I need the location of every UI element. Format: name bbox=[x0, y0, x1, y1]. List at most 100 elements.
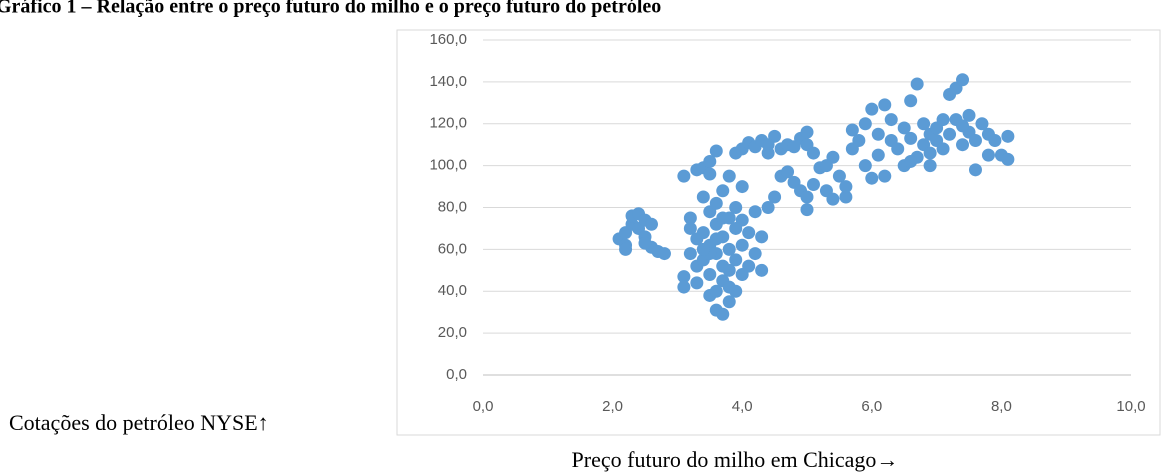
point bbox=[722, 295, 736, 309]
point bbox=[962, 108, 976, 122]
point bbox=[716, 184, 730, 198]
point bbox=[988, 134, 1002, 147]
point bbox=[722, 169, 736, 183]
y-tick-label: 60,0 bbox=[438, 240, 467, 257]
y-tick-label: 160,0 bbox=[429, 31, 467, 48]
point bbox=[1001, 152, 1015, 166]
point bbox=[696, 190, 710, 204]
point bbox=[800, 190, 814, 204]
x-tick-label: 6,0 bbox=[861, 398, 882, 415]
point bbox=[839, 180, 853, 194]
point bbox=[768, 190, 782, 204]
point bbox=[677, 280, 691, 294]
point bbox=[800, 125, 814, 139]
point bbox=[781, 165, 795, 179]
point bbox=[865, 102, 879, 116]
point bbox=[638, 236, 652, 250]
point bbox=[755, 263, 769, 277]
y-tick-label: 40,0 bbox=[438, 282, 467, 299]
point bbox=[742, 259, 756, 273]
point bbox=[722, 263, 736, 277]
point bbox=[644, 217, 658, 231]
point bbox=[709, 284, 723, 298]
point bbox=[904, 154, 918, 168]
point bbox=[819, 159, 833, 173]
point bbox=[761, 201, 775, 214]
point bbox=[839, 190, 853, 204]
point bbox=[917, 117, 931, 131]
point bbox=[709, 144, 723, 158]
point bbox=[936, 142, 950, 156]
point bbox=[878, 169, 892, 183]
x-tick-label: 0,0 bbox=[473, 398, 494, 415]
point bbox=[709, 196, 723, 210]
y-tick-label: 80,0 bbox=[438, 198, 467, 215]
point bbox=[865, 171, 879, 185]
point bbox=[968, 134, 982, 147]
point bbox=[683, 247, 697, 261]
point bbox=[703, 167, 717, 181]
x-tick-label: 2,0 bbox=[602, 398, 623, 415]
point bbox=[852, 134, 866, 147]
point bbox=[845, 123, 859, 137]
point bbox=[696, 226, 710, 240]
point bbox=[923, 146, 937, 160]
point bbox=[735, 238, 749, 252]
point bbox=[975, 117, 989, 131]
point bbox=[742, 226, 756, 240]
point bbox=[735, 213, 749, 227]
point bbox=[703, 154, 717, 168]
point bbox=[619, 242, 633, 256]
point bbox=[897, 121, 911, 135]
y-tick-label: 100,0 bbox=[429, 157, 467, 174]
point bbox=[943, 127, 957, 141]
point bbox=[657, 247, 671, 261]
point bbox=[956, 138, 970, 152]
point bbox=[858, 159, 872, 173]
x-tick-label: 8,0 bbox=[991, 398, 1012, 415]
y-axis-label: Cotações do petróleo NYSE↑ bbox=[9, 410, 269, 435]
point bbox=[722, 242, 736, 256]
point bbox=[690, 276, 704, 290]
point bbox=[871, 127, 885, 141]
point bbox=[806, 146, 820, 160]
point bbox=[755, 230, 769, 244]
y-tick-label: 140,0 bbox=[429, 73, 467, 90]
y-tick-label: 0,0 bbox=[446, 366, 467, 383]
point bbox=[729, 201, 743, 214]
point bbox=[703, 268, 717, 281]
point bbox=[716, 307, 730, 321]
point bbox=[956, 73, 970, 87]
point bbox=[683, 211, 697, 225]
point bbox=[806, 177, 820, 191]
point bbox=[735, 180, 749, 194]
y-tick-label: 120,0 bbox=[429, 115, 467, 132]
point bbox=[748, 247, 762, 261]
point bbox=[729, 284, 743, 298]
point bbox=[858, 117, 872, 131]
point bbox=[1001, 129, 1015, 143]
point bbox=[956, 119, 970, 133]
x-tick-label: 4,0 bbox=[732, 398, 753, 415]
point bbox=[716, 211, 730, 225]
x-axis-label: Preço futuro do milho em Chicago→ bbox=[572, 447, 899, 472]
chart-title: Gráfico 1 – Relação entre o preço futuro… bbox=[0, 0, 661, 18]
point bbox=[800, 203, 814, 217]
point bbox=[968, 163, 982, 177]
point bbox=[832, 169, 846, 183]
point bbox=[878, 98, 892, 112]
point bbox=[826, 192, 840, 206]
point bbox=[910, 77, 924, 91]
x-tick-label: 10,0 bbox=[1116, 398, 1145, 415]
point bbox=[904, 94, 918, 108]
point bbox=[748, 205, 762, 219]
point bbox=[761, 138, 775, 152]
point bbox=[696, 242, 710, 256]
point bbox=[871, 148, 885, 162]
point bbox=[729, 253, 743, 267]
y-tick-label: 20,0 bbox=[438, 324, 467, 341]
point bbox=[891, 142, 905, 156]
chart-frame bbox=[396, 29, 1161, 436]
